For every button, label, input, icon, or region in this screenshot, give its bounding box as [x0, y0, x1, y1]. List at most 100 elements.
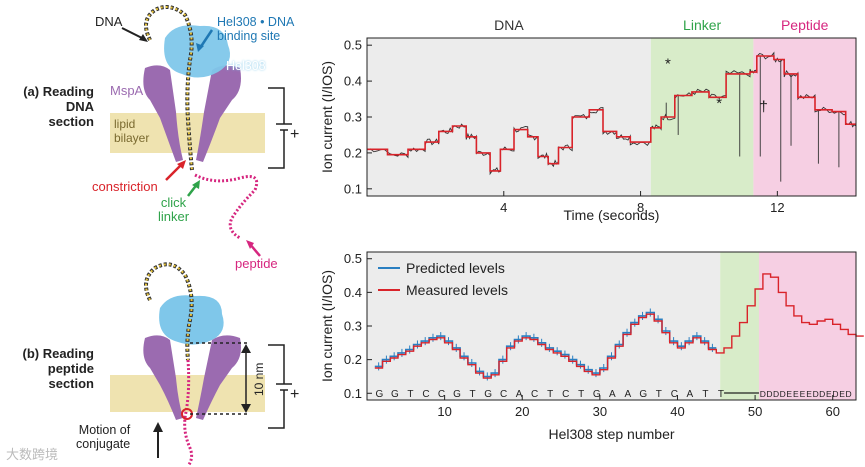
chart-top: 0.1 0.2 0.3 0.4 0.5 4 8 12 DNA Linker Peptide * * † Ti…	[319, 17, 857, 223]
x-axis-label: Time (seconds)	[564, 207, 660, 223]
bilayer-label: lipid bilayer	[114, 117, 149, 145]
panel-a-line-3: section	[48, 114, 94, 129]
peptide-sequence-letter: E	[806, 389, 812, 399]
circuit-a	[268, 87, 292, 169]
peptide-sequence-letter: E	[826, 389, 832, 399]
peptide-sequence-letter: E	[839, 389, 845, 399]
measured-levels-line	[374, 273, 864, 379]
y-tick-label: 0.5	[344, 38, 362, 53]
constriction-label: constriction	[92, 179, 158, 194]
x-tick-label: 20	[515, 404, 529, 419]
y-tick-label: 0.4	[344, 74, 362, 89]
panel-b-line-2: peptide	[47, 361, 94, 376]
peptide-sequence-letter: D	[832, 389, 838, 399]
legend-label: Predicted levels	[406, 260, 505, 276]
y-tick-label: 0.3	[344, 319, 362, 334]
x-tick-label: 40	[670, 404, 684, 419]
chart-bottom: 0.1 0.2 0.3 0.4 0.5 10 20 30 40 50 60 Predicted lev…	[319, 251, 864, 442]
dna-sequence-letter: C	[671, 389, 678, 400]
y-axis-label: Ion current (I/IOS)	[319, 61, 335, 173]
panel-a-title: (a) Reading DNA section	[6, 84, 94, 129]
panel-b-title: (b) Reading peptide section	[6, 346, 95, 391]
y-tick-label: 0.2	[344, 352, 362, 367]
peptide-strand	[194, 173, 259, 240]
trace-annotation: †	[759, 99, 767, 116]
dna-sequence-letter: C	[500, 389, 507, 400]
dna-label: DNA	[95, 14, 123, 29]
peptide-sequence-letter: E	[786, 389, 792, 399]
click-linker-label: click linker	[158, 196, 189, 224]
x-tick-label: 30	[593, 404, 607, 419]
hel308-label: Hel308	[226, 59, 266, 73]
panel-a-line-2: DNA	[65, 99, 94, 114]
binding-site-line-2: binding site	[217, 29, 281, 43]
y-tick-label: 0.2	[344, 145, 362, 160]
distance-label: 10 nm	[252, 362, 266, 396]
distance-marker	[190, 342, 250, 415]
dna-sequence-letter: T	[470, 389, 476, 400]
trace-annotation: *	[665, 56, 671, 73]
binding-site-label: Hel308 • DNA binding site	[217, 15, 294, 43]
circuit-b	[268, 344, 292, 429]
dna-sequence-letter: G	[453, 389, 461, 400]
dna-sequence-letter: T	[407, 389, 413, 400]
region-label-0: DNA	[494, 17, 524, 33]
dna-sequence-letter: T	[656, 389, 662, 400]
dna-sequence-letter: G	[593, 389, 601, 400]
plus-b: +	[290, 386, 300, 403]
x-axis-label: Hel308 step number	[548, 426, 674, 442]
y-axis-label: Ion current (I/IOS)	[319, 270, 335, 382]
region-label-1: Linker	[683, 17, 721, 33]
peptide-sequence-letter: D	[813, 389, 819, 399]
motion-line-1: Motion of	[78, 423, 131, 437]
panel-a-line-1: (a) Reading	[23, 84, 94, 99]
peptide-sequence-letter: D	[846, 389, 852, 399]
x-tick-label: 12	[770, 200, 784, 215]
x-tick-label: 60	[825, 404, 839, 419]
y-tick-label: 0.3	[344, 110, 362, 125]
mspa-label: MspA	[110, 83, 144, 98]
schematic-diagrams	[110, 4, 292, 467]
peptide-sequence-letter: D	[773, 389, 779, 399]
dna-sequence-letter: C	[422, 389, 429, 400]
x-tick-label: 8	[637, 200, 644, 215]
y-tick-label: 0.4	[344, 285, 362, 300]
peptide-sequence-letter: D	[780, 389, 786, 399]
dna-sequence-letter: G	[639, 389, 647, 400]
dna-sequence-letter: T	[578, 389, 584, 400]
measured-step-trace	[367, 55, 856, 172]
x-tick-label: 50	[748, 404, 762, 419]
panel-b-line-3: section	[48, 376, 94, 391]
dna-sequence-letter: C	[531, 389, 538, 400]
dna-sequence-letter: A	[687, 389, 694, 400]
helicase-hel308	[164, 25, 231, 78]
x-tick-label: 10	[437, 404, 451, 419]
plot-frame	[366, 37, 857, 197]
top-region-2	[753, 38, 856, 196]
motion-line-2: conjugate	[76, 437, 131, 451]
dna-sequence-letter: C	[438, 389, 445, 400]
click-line-2: linker	[158, 209, 190, 224]
dna-sequence-letter: G	[391, 389, 399, 400]
dna-sequence-letter: T	[547, 389, 553, 400]
dna-sequence-letter: G	[484, 389, 492, 400]
dna-sequence-letter: T	[702, 389, 708, 400]
peptide-strand-b	[183, 359, 194, 467]
peptide-sequence-letter: D	[766, 389, 772, 399]
y-tick-label: 0.1	[344, 386, 362, 401]
mspa-pore	[143, 65, 241, 162]
peptide-label: peptide	[235, 256, 278, 271]
trace-annotation: *	[716, 95, 722, 112]
bottom-region-2	[758, 252, 856, 400]
peptide-sequence-letter: E	[800, 389, 806, 399]
binding-site-line-1: Hel308 • DNA	[217, 15, 295, 29]
diagram-a	[110, 4, 292, 257]
dna-sequence-letter: G	[376, 389, 384, 400]
y-tick-label: 0.5	[344, 251, 362, 266]
plot-frame	[366, 251, 857, 401]
dna-sequence-letter: C	[562, 389, 569, 400]
click-line-1: click	[160, 195, 187, 210]
motion-label: Motion of conjugate	[76, 423, 130, 451]
mspa-pore-b	[143, 335, 241, 420]
y-tick-label: 0.1	[344, 181, 362, 196]
